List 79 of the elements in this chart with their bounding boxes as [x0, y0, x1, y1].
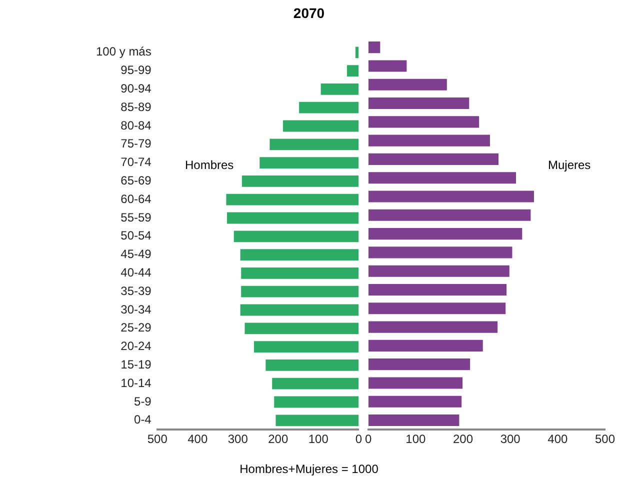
bar: [368, 246, 512, 258]
y-tick-label: 40-44: [120, 266, 152, 280]
y-tick-label: 70-74: [120, 155, 152, 170]
bar: [242, 175, 359, 187]
y-tick-label: 20-24: [120, 339, 152, 354]
y-tick-label: 30-34: [120, 302, 152, 316]
bar: [368, 302, 506, 314]
x-tick-label: 200: [452, 432, 474, 446]
y-tick-label: 95-99: [120, 63, 152, 78]
bar: [241, 286, 359, 298]
bar: [260, 157, 359, 169]
bar: [346, 65, 359, 77]
bar: [368, 228, 522, 240]
x-tick-label: 0: [364, 432, 372, 446]
chart-title: 2070: [292, 5, 326, 21]
bar: [240, 304, 359, 316]
bar: [368, 265, 510, 277]
y-tick-label: 45-49: [120, 247, 152, 262]
bar: [320, 83, 359, 95]
bar: [368, 340, 483, 352]
bar: [355, 46, 359, 58]
bar: [368, 172, 516, 184]
bar: [240, 249, 359, 261]
bar: [299, 102, 359, 114]
y-tick-label: 15-19: [120, 358, 152, 372]
x-tick-label: 300: [500, 432, 521, 446]
text: Hombres+Mujeres = 1000: [238, 462, 380, 476]
x-tick-label: 400: [188, 432, 208, 446]
bar: [227, 212, 359, 224]
y-tick-label: 0-4: [134, 412, 152, 427]
bar: [368, 190, 534, 202]
series-label: Hombres: [185, 158, 234, 172]
bar: [244, 322, 359, 334]
bar: [368, 209, 531, 221]
bar: [368, 134, 490, 146]
x-tick-label: 500: [147, 432, 168, 446]
bar: [276, 414, 359, 426]
x-tick-label: 200: [268, 432, 288, 446]
bar: [274, 396, 359, 408]
bar: [368, 414, 460, 426]
y-tick-label: 85-89: [120, 100, 152, 114]
y-tick-label: 90-94: [120, 82, 152, 96]
bar: [368, 321, 498, 333]
y-tick-label: 5-9: [134, 394, 152, 408]
bar: [254, 341, 359, 353]
bar: [368, 116, 480, 128]
y-tick-label: 35-39: [120, 284, 152, 298]
x-tick-label: 0: [355, 432, 362, 446]
series-label: Mujeres: [548, 158, 591, 172]
bar: [270, 138, 359, 150]
x-tick-label: 500: [594, 432, 616, 446]
bar: [368, 358, 470, 370]
x-tick-label: 100: [406, 432, 426, 446]
y-tick-label: 10-14: [120, 376, 152, 390]
bar: [368, 42, 380, 54]
x-tick-label: 400: [548, 432, 568, 446]
y-tick-label: 75-79: [120, 136, 152, 151]
bar: [368, 60, 407, 72]
bar: [368, 78, 447, 90]
y-tick-label: 60-64: [120, 192, 152, 206]
bar: [226, 194, 359, 206]
bar: [368, 396, 462, 408]
bar: [272, 378, 359, 390]
x-tick-label: 300: [228, 432, 248, 446]
bar: [282, 120, 359, 132]
y-tick-label: 50-54: [120, 228, 152, 243]
y-tick-label: 65-69: [120, 174, 152, 188]
bar: [266, 359, 359, 371]
bar: [241, 267, 359, 279]
x-tick-label: 100: [308, 432, 329, 446]
y-tick-label: 80-84: [120, 118, 152, 132]
y-tick-label: 100 y más: [96, 44, 152, 59]
y-tick-label: 55-59: [120, 210, 152, 224]
bar: [368, 284, 507, 296]
bar: [368, 377, 463, 389]
bar: [234, 230, 359, 242]
bar: [368, 153, 498, 165]
y-tick-label: 25-29: [120, 320, 152, 335]
bar: [368, 97, 470, 110]
